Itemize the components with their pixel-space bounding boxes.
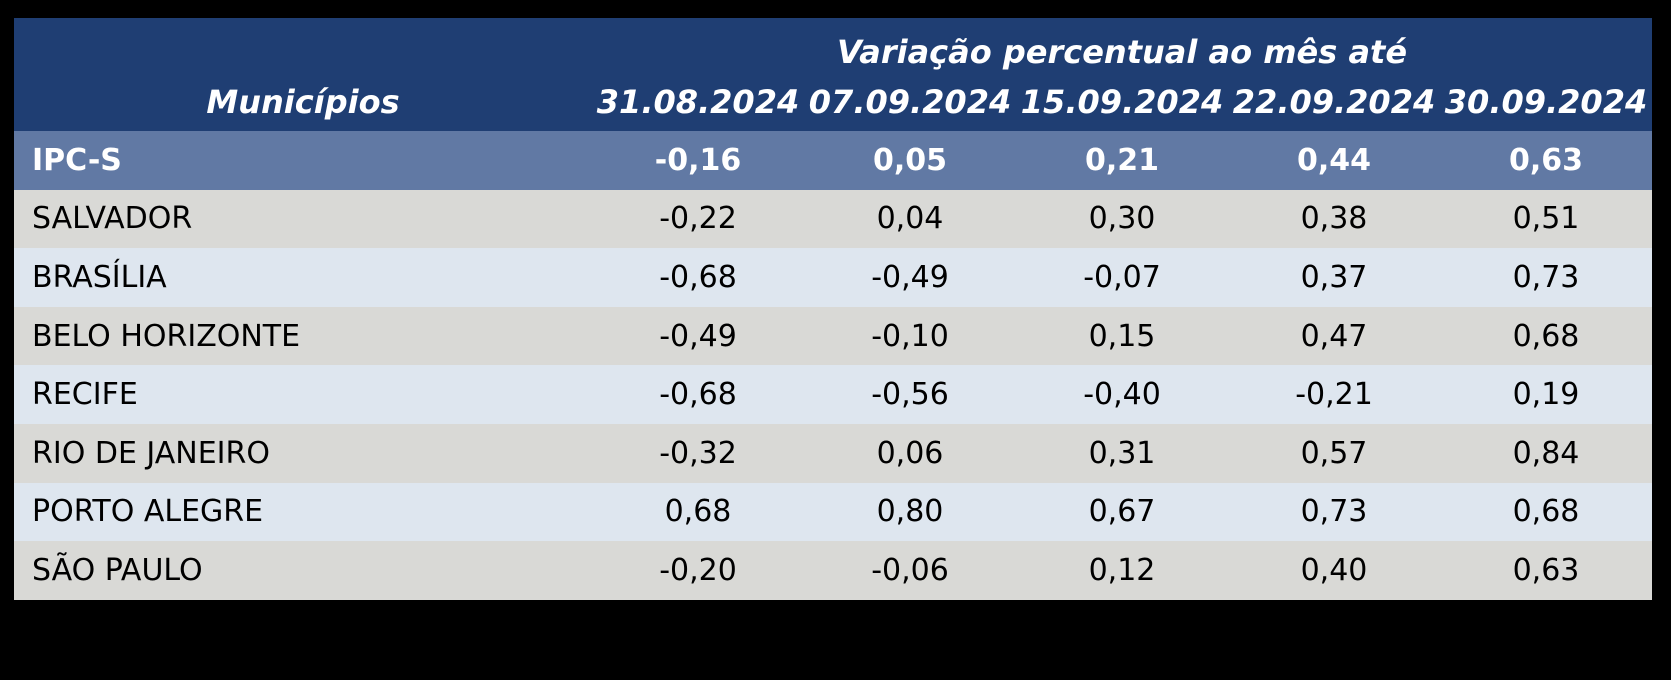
row-value: 0,68 [1512,494,1580,530]
row-value: 0,63 [1508,142,1584,178]
row-value: 0,68 [1512,318,1580,354]
row-value: 0,15 [1088,318,1156,354]
row-value: 0,73 [1300,494,1368,530]
row-value: -0,16 [654,142,742,178]
row-value: 0,38 [1300,201,1368,237]
row-label: RIO DE JANEIRO [32,435,270,471]
column-header-date-2: 07.09.2024 [808,82,1012,121]
row-value: 0,84 [1512,435,1580,471]
row-label: SÃO PAULO [32,552,203,588]
row-value: -0,21 [1295,377,1373,413]
row-value: 0,80 [876,494,944,530]
row-label: RECIFE [32,377,138,413]
row-value: -0,68 [659,377,737,413]
row-value: 0,12 [1088,552,1156,588]
row-value: -0,20 [659,552,737,588]
row-value: -0,07 [1083,259,1161,295]
row-label: BELO HORIZONTE [32,318,301,354]
row-label: BRASÍLIA [32,259,167,295]
row-value: -0,22 [659,201,737,237]
table-header-columns-row: Municípios 31.08.2024 07.09.2024 15.09.2… [14,72,1652,131]
row-value: 0,05 [872,142,948,178]
table-row-salvador: SALVADOR -0,22 0,04 0,30 0,38 0,51 [14,189,1652,249]
row-label: IPC-S [32,142,122,178]
column-header-date-3: 15.09.2024 [1020,82,1224,121]
row-value: -0,06 [871,552,949,588]
table-row-sao-paulo: SÃO PAULO -0,20 -0,06 0,12 0,40 0,63 [14,541,1652,600]
row-value: 0,30 [1088,201,1156,237]
row-value: 0,67 [1088,494,1156,530]
row-value: -0,40 [1083,377,1161,413]
row-value: -0,56 [871,377,949,413]
column-header-date-4: 22.09.2024 [1232,82,1436,121]
row-value: 0,68 [664,494,732,530]
row-value: 0,06 [876,435,944,471]
row-value: 0,40 [1300,552,1368,588]
row-value: 0,31 [1088,435,1156,471]
row-value: -0,49 [659,318,737,354]
table-row-brasilia: BRASÍLIA -0,68 -0,49 -0,07 0,37 0,73 [14,248,1652,307]
row-value: -0,10 [871,318,949,354]
row-label: SALVADOR [32,201,193,237]
row-value: 0,57 [1300,435,1368,471]
table-title: Variação percentual ao mês até [836,32,1408,71]
table-row-recife: RECIFE -0,68 -0,56 -0,40 -0,21 0,19 [14,365,1652,424]
column-header-date-1: 31.08.2024 [596,82,800,121]
row-value: 0,51 [1512,201,1580,237]
row-value: 0,44 [1296,142,1372,178]
row-value: 0,04 [876,201,944,237]
column-header-municipios: Municípios [206,82,400,121]
row-value: 0,37 [1300,259,1368,295]
row-value: -0,68 [659,259,737,295]
row-value: 0,21 [1084,142,1160,178]
row-label: PORTO ALEGRE [32,494,264,530]
table-header: Variação percentual ao mês até Município… [14,18,1652,131]
table-header-title-row: Variação percentual ao mês até [14,18,1652,72]
table-row-belo-horizonte: BELO HORIZONTE -0,49 -0,10 0,15 0,47 0,6… [14,306,1652,366]
row-value: 0,47 [1300,318,1368,354]
row-value: 0,73 [1512,259,1580,295]
row-value: 0,63 [1512,552,1580,588]
row-value: 0,19 [1512,377,1580,413]
column-header-date-5: 30.09.2024 [1444,82,1648,121]
table-row-ipcs: IPC-S -0,16 0,05 0,21 0,44 0,63 [14,131,1652,190]
row-value: -0,32 [659,435,737,471]
ipcs-municipios-table: Variação percentual ao mês até Município… [14,18,1652,600]
row-value: -0,49 [871,259,949,295]
table-row-porto-alegre: PORTO ALEGRE 0,68 0,80 0,67 0,73 0,68 [14,482,1652,542]
table-row-rio-de-janeiro: RIO DE JANEIRO -0,32 0,06 0,31 0,57 0,84 [14,423,1652,483]
